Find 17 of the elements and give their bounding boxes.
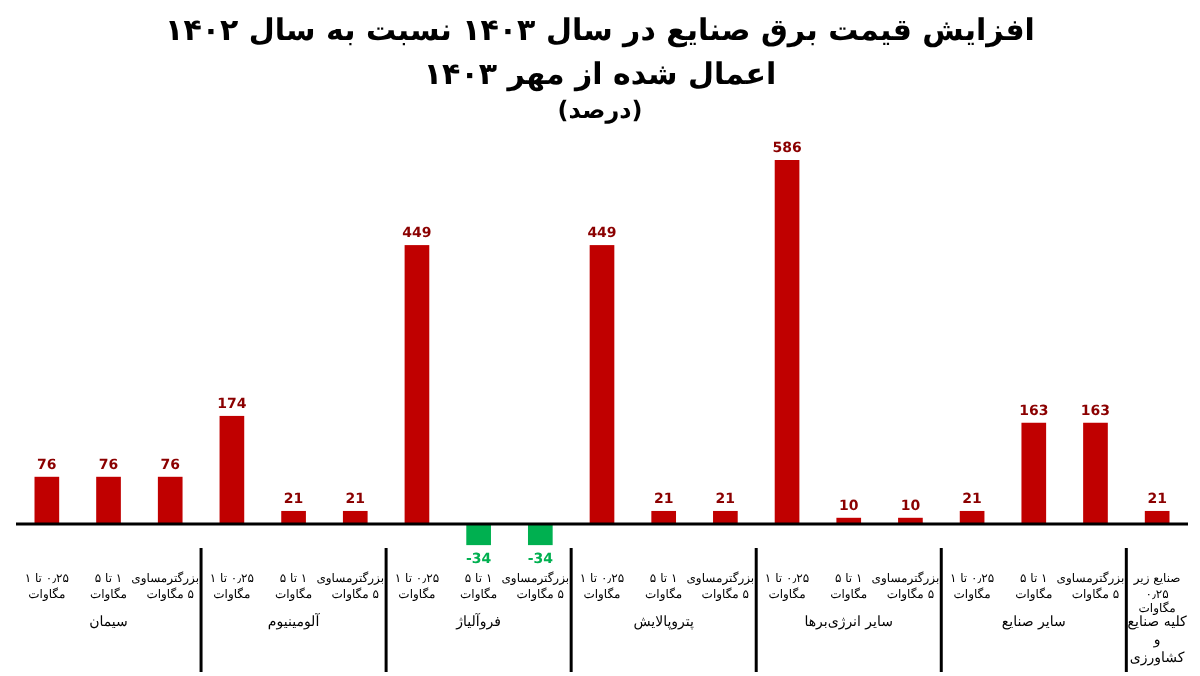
bar <box>96 476 121 524</box>
bar <box>34 476 60 524</box>
chart-subtitle: (درصد) <box>555 96 645 124</box>
chart-title: افزایش قیمت برق صنایع در سال ۱۴۰۳ نسبت به سال ۱۴۰۲ اعمال شده از مهر ۱۴۰۳ <box>163 10 1037 96</box>
bar <box>157 476 183 524</box>
bar <box>527 524 553 546</box>
bar <box>466 524 491 546</box>
bar <box>774 160 800 524</box>
bar <box>651 510 677 524</box>
bar <box>1021 422 1047 524</box>
bar <box>404 245 430 524</box>
bar <box>589 245 615 524</box>
bar <box>342 510 368 524</box>
bar <box>713 510 738 524</box>
bar <box>281 510 306 524</box>
bar <box>1083 422 1108 524</box>
bar <box>219 415 245 524</box>
